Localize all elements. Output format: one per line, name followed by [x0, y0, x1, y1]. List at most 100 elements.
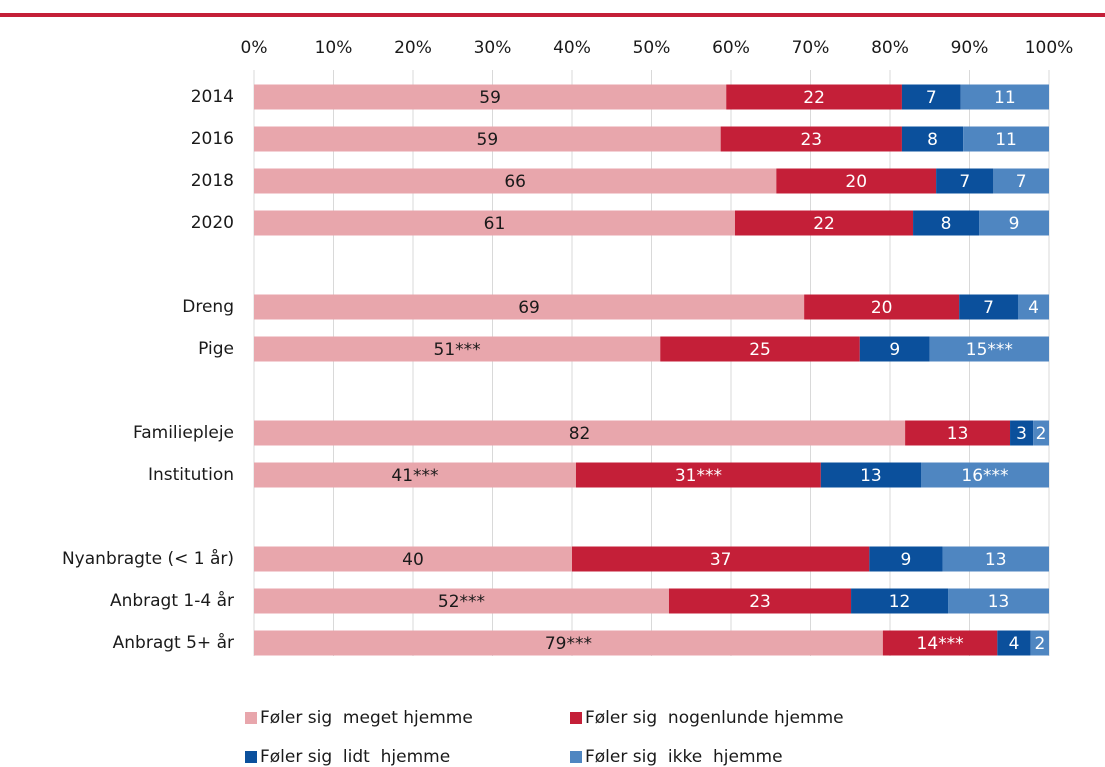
top-rule: [0, 13, 1105, 17]
bar-segment: [572, 546, 870, 572]
data-label: 4: [1009, 634, 1020, 654]
data-label: 37: [710, 550, 732, 570]
data-label: 25: [749, 340, 771, 360]
x-tick-label: 80%: [871, 38, 909, 58]
bar-segment: [726, 84, 902, 110]
data-label: 8: [941, 214, 952, 234]
bar-segment: [905, 420, 1011, 446]
data-label: 15***: [966, 340, 1013, 360]
y-tick-label: Pige: [198, 339, 234, 359]
y-tick-label: Institution: [148, 465, 234, 485]
bar-segment: [254, 168, 777, 194]
data-label: 23: [749, 592, 771, 612]
bar-segment: [901, 126, 964, 152]
legend-label: Føler sig ikke hjemme: [585, 747, 783, 767]
y-tick-label: 2018: [191, 171, 234, 191]
bar-segment: [942, 546, 1049, 572]
data-label: 4: [1028, 298, 1039, 318]
data-label: 9: [889, 340, 900, 360]
bar-segment: [776, 168, 937, 194]
legend-swatch: [570, 751, 582, 763]
data-label: 22: [803, 88, 825, 108]
data-label: 13: [985, 550, 1007, 570]
bar-segment: [1010, 420, 1034, 446]
data-label: 16***: [961, 466, 1008, 486]
data-label: 2: [1034, 634, 1045, 654]
data-label: 9: [1009, 214, 1020, 234]
y-tick-label: Familiepleje: [133, 423, 234, 443]
data-label: 82: [569, 424, 591, 444]
data-label: 3: [1016, 424, 1027, 444]
x-tick-label: 40%: [553, 38, 591, 58]
data-label: 79***: [545, 634, 592, 654]
data-label: 11: [995, 130, 1017, 150]
bar-segment: [254, 420, 906, 446]
bar-segment: [254, 546, 572, 572]
x-tick-label: 100%: [1025, 38, 1074, 58]
x-tick-label: 90%: [951, 38, 989, 58]
data-label: 7: [983, 298, 994, 318]
y-tick-label: Anbragt 1-4 år: [110, 590, 234, 611]
bar-segment: [254, 126, 721, 152]
bar-segment: [734, 210, 914, 236]
x-tick-label: 60%: [712, 38, 750, 58]
data-label: 14***: [917, 634, 964, 654]
x-tick-label: 70%: [792, 38, 830, 58]
bar-segment: [921, 462, 1049, 488]
bar-segment: [997, 630, 1031, 656]
data-label: 8: [927, 130, 938, 150]
bar-segment: [254, 630, 883, 656]
data-label: 61: [484, 214, 506, 234]
x-tick-label: 20%: [394, 38, 432, 58]
bar-segment: [901, 84, 961, 110]
legend-swatch: [245, 751, 257, 763]
bar-segment: [660, 336, 860, 362]
data-label: 31***: [675, 466, 722, 486]
y-tick-label: 2016: [191, 129, 234, 149]
bar-segment: [720, 126, 902, 152]
data-label: 59: [477, 130, 499, 150]
data-label: 2: [1036, 424, 1047, 444]
bar-segment: [254, 588, 669, 614]
bar-segment: [668, 588, 852, 614]
y-tick-label: Anbragt 5+ år: [113, 632, 234, 653]
bar-segment: [254, 462, 576, 488]
data-label: 20: [871, 298, 893, 318]
x-tick-label: 0%: [241, 38, 268, 58]
bar-segment: [804, 294, 960, 320]
data-label: 11: [994, 88, 1016, 108]
data-label: 41***: [391, 466, 438, 486]
bar-segment: [869, 546, 943, 572]
data-label: 59: [479, 88, 501, 108]
data-label: 51***: [434, 340, 481, 360]
legend-swatch: [245, 712, 257, 724]
data-label: 69: [518, 298, 540, 318]
bar-segment: [1017, 294, 1049, 320]
data-label: 7: [926, 88, 937, 108]
data-label: 13: [860, 466, 882, 486]
data-label: 9: [900, 550, 911, 570]
bar-segment: [979, 210, 1049, 236]
data-label: 66: [504, 172, 526, 192]
bar-segment: [1030, 630, 1049, 656]
data-label: 20: [845, 172, 867, 192]
legend-label: Føler sig lidt hjemme: [260, 747, 450, 767]
y-tick-label: 2014: [191, 87, 234, 107]
bar-segment: [929, 336, 1049, 362]
x-tick-label: 10%: [315, 38, 353, 58]
bar-segment: [913, 210, 980, 236]
bar-segment: [948, 588, 1049, 614]
data-label: 7: [1016, 172, 1027, 192]
bar-segment: [993, 168, 1049, 194]
bar-segment: [254, 336, 661, 362]
legend-label: Føler sig meget hjemme: [260, 708, 473, 728]
bar-segment: [575, 462, 821, 488]
bar-segment: [960, 84, 1049, 110]
bar-segment: [254, 210, 735, 236]
bar-segment: [851, 588, 949, 614]
bar-segment: [1033, 420, 1049, 446]
legend-label: Føler sig nogenlunde hjemme: [585, 708, 844, 728]
bar-segment: [254, 84, 727, 110]
bar-segment: [820, 462, 922, 488]
data-label: 23: [800, 130, 822, 150]
